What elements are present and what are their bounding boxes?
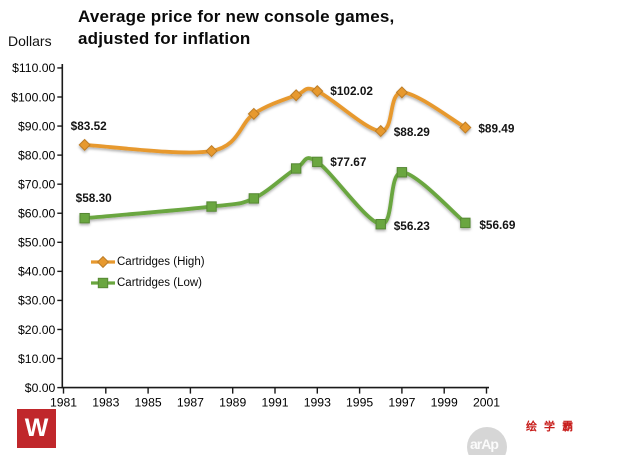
svg-text:$56.23: $56.23	[394, 219, 431, 233]
watermark-circle: arAp	[467, 427, 507, 455]
legend-swatch-high-icon	[91, 255, 115, 268]
legend-label-high: Cartridges (High)	[117, 255, 205, 268]
svg-text:1981: 1981	[50, 396, 77, 410]
svg-text:$90.00: $90.00	[18, 119, 55, 133]
legend-swatch-low-icon	[91, 277, 115, 288]
svg-text:$58.30: $58.30	[76, 191, 113, 205]
legend-item-cartridges-high: Cartridges (High)	[90, 253, 205, 270]
svg-text:$88.29: $88.29	[394, 125, 431, 139]
y-axis-unit-label: Dollars	[8, 33, 52, 49]
logo-w-icon: W	[24, 414, 49, 442]
svg-text:1983: 1983	[92, 396, 119, 410]
svg-text:$70.00: $70.00	[18, 177, 55, 191]
svg-text:$102.02: $102.02	[330, 84, 373, 98]
svg-text:1989: 1989	[219, 396, 246, 410]
title-line-2: adjusted for inflation	[78, 29, 251, 48]
publisher-logo: W	[17, 409, 56, 448]
legend: Cartridges (High) Cartridges (Low)	[90, 253, 205, 291]
svg-text:1993: 1993	[304, 396, 331, 410]
svg-text:$20.00: $20.00	[18, 323, 55, 337]
legend-label-low: Cartridges (Low)	[117, 276, 202, 289]
title-line-1: Average price for new console games,	[78, 7, 395, 26]
watermark-circle-text: arAp	[470, 436, 499, 452]
svg-text:$110.00: $110.00	[12, 61, 55, 75]
svg-text:$80.00: $80.00	[18, 148, 55, 162]
svg-text:$100.00: $100.00	[11, 90, 55, 104]
svg-text:$83.52: $83.52	[71, 119, 108, 133]
svg-text:1991: 1991	[261, 396, 288, 410]
svg-text:$56.69: $56.69	[479, 218, 516, 232]
page-title: Average price for new console games, adj…	[78, 6, 394, 50]
svg-text:1985: 1985	[135, 396, 162, 410]
svg-text:$10.00: $10.00	[18, 352, 55, 366]
svg-text:$0.00: $0.00	[25, 381, 56, 395]
svg-text:2001: 2001	[473, 396, 500, 410]
svg-text:$60.00: $60.00	[18, 207, 55, 221]
svg-text:1997: 1997	[388, 396, 415, 410]
svg-text:$77.67: $77.67	[330, 155, 367, 169]
svg-text:$89.49: $89.49	[478, 122, 515, 136]
legend-item-cartridges-low: Cartridges (Low)	[90, 274, 205, 291]
svg-text:$50.00: $50.00	[18, 236, 55, 250]
svg-text:1995: 1995	[346, 396, 373, 410]
watermark-cn-text: 绘 学 霸	[526, 421, 576, 433]
svg-text:1987: 1987	[177, 396, 204, 410]
svg-text:$30.00: $30.00	[18, 294, 55, 308]
svg-text:1999: 1999	[431, 396, 458, 410]
svg-text:$40.00: $40.00	[18, 265, 55, 279]
